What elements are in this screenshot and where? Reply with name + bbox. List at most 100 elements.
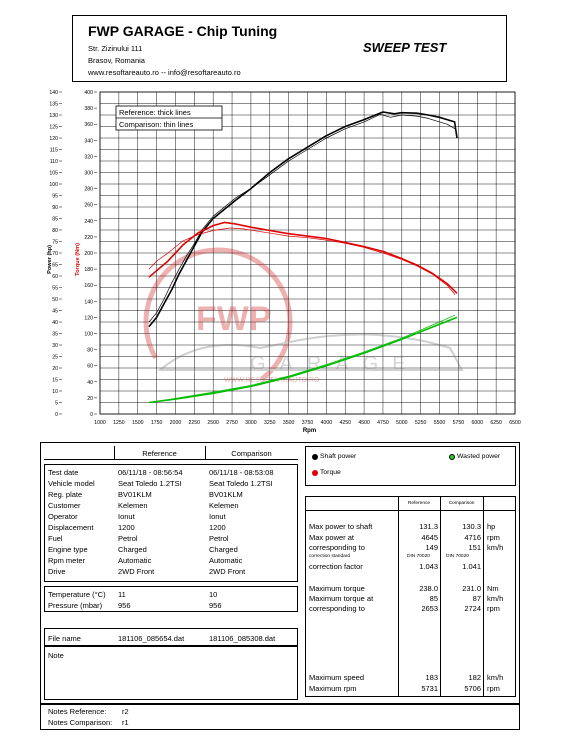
vehicle-row-label: Operator	[48, 512, 78, 521]
x-tick-label: 1250	[113, 420, 125, 426]
power-tick-label: 15	[52, 378, 58, 384]
vehicle-row-label: Customer	[48, 501, 81, 510]
power-tick-label: 105	[49, 171, 58, 177]
result-max_speed-label: Maximum speed	[309, 673, 365, 682]
file-label: File name	[48, 634, 81, 643]
company-name: FWP GARAGE - Chip Tuning	[88, 23, 278, 39]
chart-axes: 1000 1250 1500 1750 2000 2250 2500 2750 3000 3250…	[47, 90, 521, 434]
vehicle-row-ref: Ionut	[118, 512, 135, 521]
vehicle-row-ref: 1200	[118, 523, 135, 532]
power-tick-label: 20	[52, 366, 58, 372]
x-tick-label: 4500	[358, 420, 370, 426]
x-tick-label: 3750	[302, 420, 314, 426]
torque-axis-label: Torque (Nm)	[75, 243, 81, 276]
result-max_speed-ref: 183	[425, 673, 438, 682]
torque-tick-label: 280	[84, 187, 93, 193]
chart-legend-reference: Reference: thick lines	[119, 108, 191, 117]
vehicle-row-cmp: Ionut	[209, 512, 226, 521]
power-tick-label: 85	[52, 217, 58, 223]
legend-torque: Torque	[320, 469, 341, 476]
result-max_torque_at-cmp: 87	[472, 594, 481, 603]
x-tick-label: 5250	[415, 420, 427, 426]
x-tick-label: 4250	[339, 420, 351, 426]
power-tick-label: 95	[52, 194, 58, 200]
vehicle-row-ref: 2WD Front	[118, 567, 155, 576]
x-tick-label: 3250	[264, 420, 276, 426]
result-max_rpm-label: Maximum rpm	[309, 684, 357, 693]
result-corr_std-label: correction standard	[309, 554, 351, 559]
vehicle-row-cmp: 06/11/18 - 08:53:08	[209, 468, 274, 477]
power-tick-label: 130	[49, 113, 58, 119]
notes-ref-label: Notes Reference:	[48, 707, 107, 716]
vehicle-row-label: Reg. plate	[48, 490, 83, 499]
header-box	[72, 15, 507, 82]
x-tick-label: 2500	[207, 420, 219, 426]
torque-tick-label: 400	[84, 90, 93, 96]
report-title: SWEEP TEST	[363, 40, 447, 55]
vehicle-row-label: Drive	[48, 567, 66, 576]
env-row-ref: 956	[118, 601, 131, 610]
torque-tick-label: 300	[84, 171, 93, 177]
result-corr_std-ref: DIN 70020	[407, 554, 430, 559]
vehicle-row-label: Engine type	[48, 545, 88, 554]
result-corr_to-ref: 149	[425, 543, 438, 552]
power-tick-label: 125	[49, 125, 58, 131]
vehicle-row-cmp: Charged	[209, 545, 238, 554]
x-tick-label: 5500	[434, 420, 446, 426]
notes-ref-value: r2	[122, 707, 129, 716]
result-max_torque_at-ref: 85	[429, 594, 438, 603]
address-line-1: Str. Zizinului 111	[88, 44, 143, 53]
x-tick-label: 4000	[321, 420, 333, 426]
series-wasted_cmp	[148, 314, 456, 403]
result-corr_to-unit: km/h	[487, 543, 504, 552]
result-max_power_at-cmp: 4716	[464, 533, 481, 542]
x-tick-label: 1500	[132, 420, 144, 426]
result-torque_corr-ref: 2653	[421, 604, 438, 613]
torque-tick-label: 60	[87, 364, 93, 370]
vehicle-table-header	[44, 446, 298, 460]
torque-tick-label: 80	[87, 348, 93, 354]
vehicle-row-ref: BV01KLM	[118, 490, 152, 499]
x-tick-label: 3500	[283, 420, 295, 426]
power-tick-label: 70	[52, 251, 58, 257]
vehicle-row-label: Displacement	[48, 523, 94, 532]
power-tick-label: 65	[52, 263, 58, 269]
vehicle-row-cmp: BV01KLM	[209, 490, 243, 499]
torque-tick-label: 160	[84, 283, 93, 289]
result-corr_factor-label: correction factor	[309, 562, 363, 571]
env-row-cmp: 10	[209, 590, 218, 599]
torque-tick-label: 360	[84, 122, 93, 128]
vehicle-row-cmp: 2WD Front	[209, 567, 246, 576]
x-tick-label: 6500	[509, 420, 521, 426]
result-max_rpm-unit: rpm	[487, 684, 500, 693]
vehicle-row-cmp: Seat Toledo 1.2TSI	[209, 479, 273, 488]
chart-grid	[99, 91, 516, 415]
result-corr_to-cmp: 151	[468, 543, 481, 552]
power-axis-label: Power (hp)	[47, 245, 53, 274]
x-tick-label: 2250	[189, 420, 201, 426]
power-tick-label: 0	[55, 412, 58, 418]
power-tick-label: 60	[52, 274, 58, 280]
result-max_torque-ref: 238.0	[419, 584, 438, 593]
results-col-reference: Reference	[407, 501, 431, 506]
vehicle-row-label: Fuel	[48, 534, 63, 543]
power-tick-label: 115	[50, 148, 58, 154]
vehicle-row-ref: Seat Toledo 1.2TSI	[118, 479, 182, 488]
x-tick-label: 6250	[490, 420, 502, 426]
series-torque_ref	[148, 221, 458, 294]
x-tick-label: 2000	[170, 420, 182, 426]
result-corr_factor-ref: 1.043	[419, 562, 438, 571]
vehicle-row-ref: Kelemen	[118, 501, 148, 510]
result-max_speed-cmp: 182	[468, 673, 481, 682]
torque-tick-label: 200	[84, 251, 93, 257]
torque-tick-label: 0	[90, 412, 93, 418]
x-tick-label: 2750	[226, 420, 238, 426]
power-tick-label: 100	[49, 182, 58, 188]
x-tick-label: 5750	[453, 420, 465, 426]
note-label: Note	[48, 651, 64, 660]
address-line-2: Brasov, Romania	[88, 56, 145, 65]
file-box	[44, 628, 298, 646]
x-axis-label: Rpm	[303, 428, 316, 434]
power-tick-label: 25	[52, 355, 58, 361]
chart-series	[148, 111, 458, 404]
